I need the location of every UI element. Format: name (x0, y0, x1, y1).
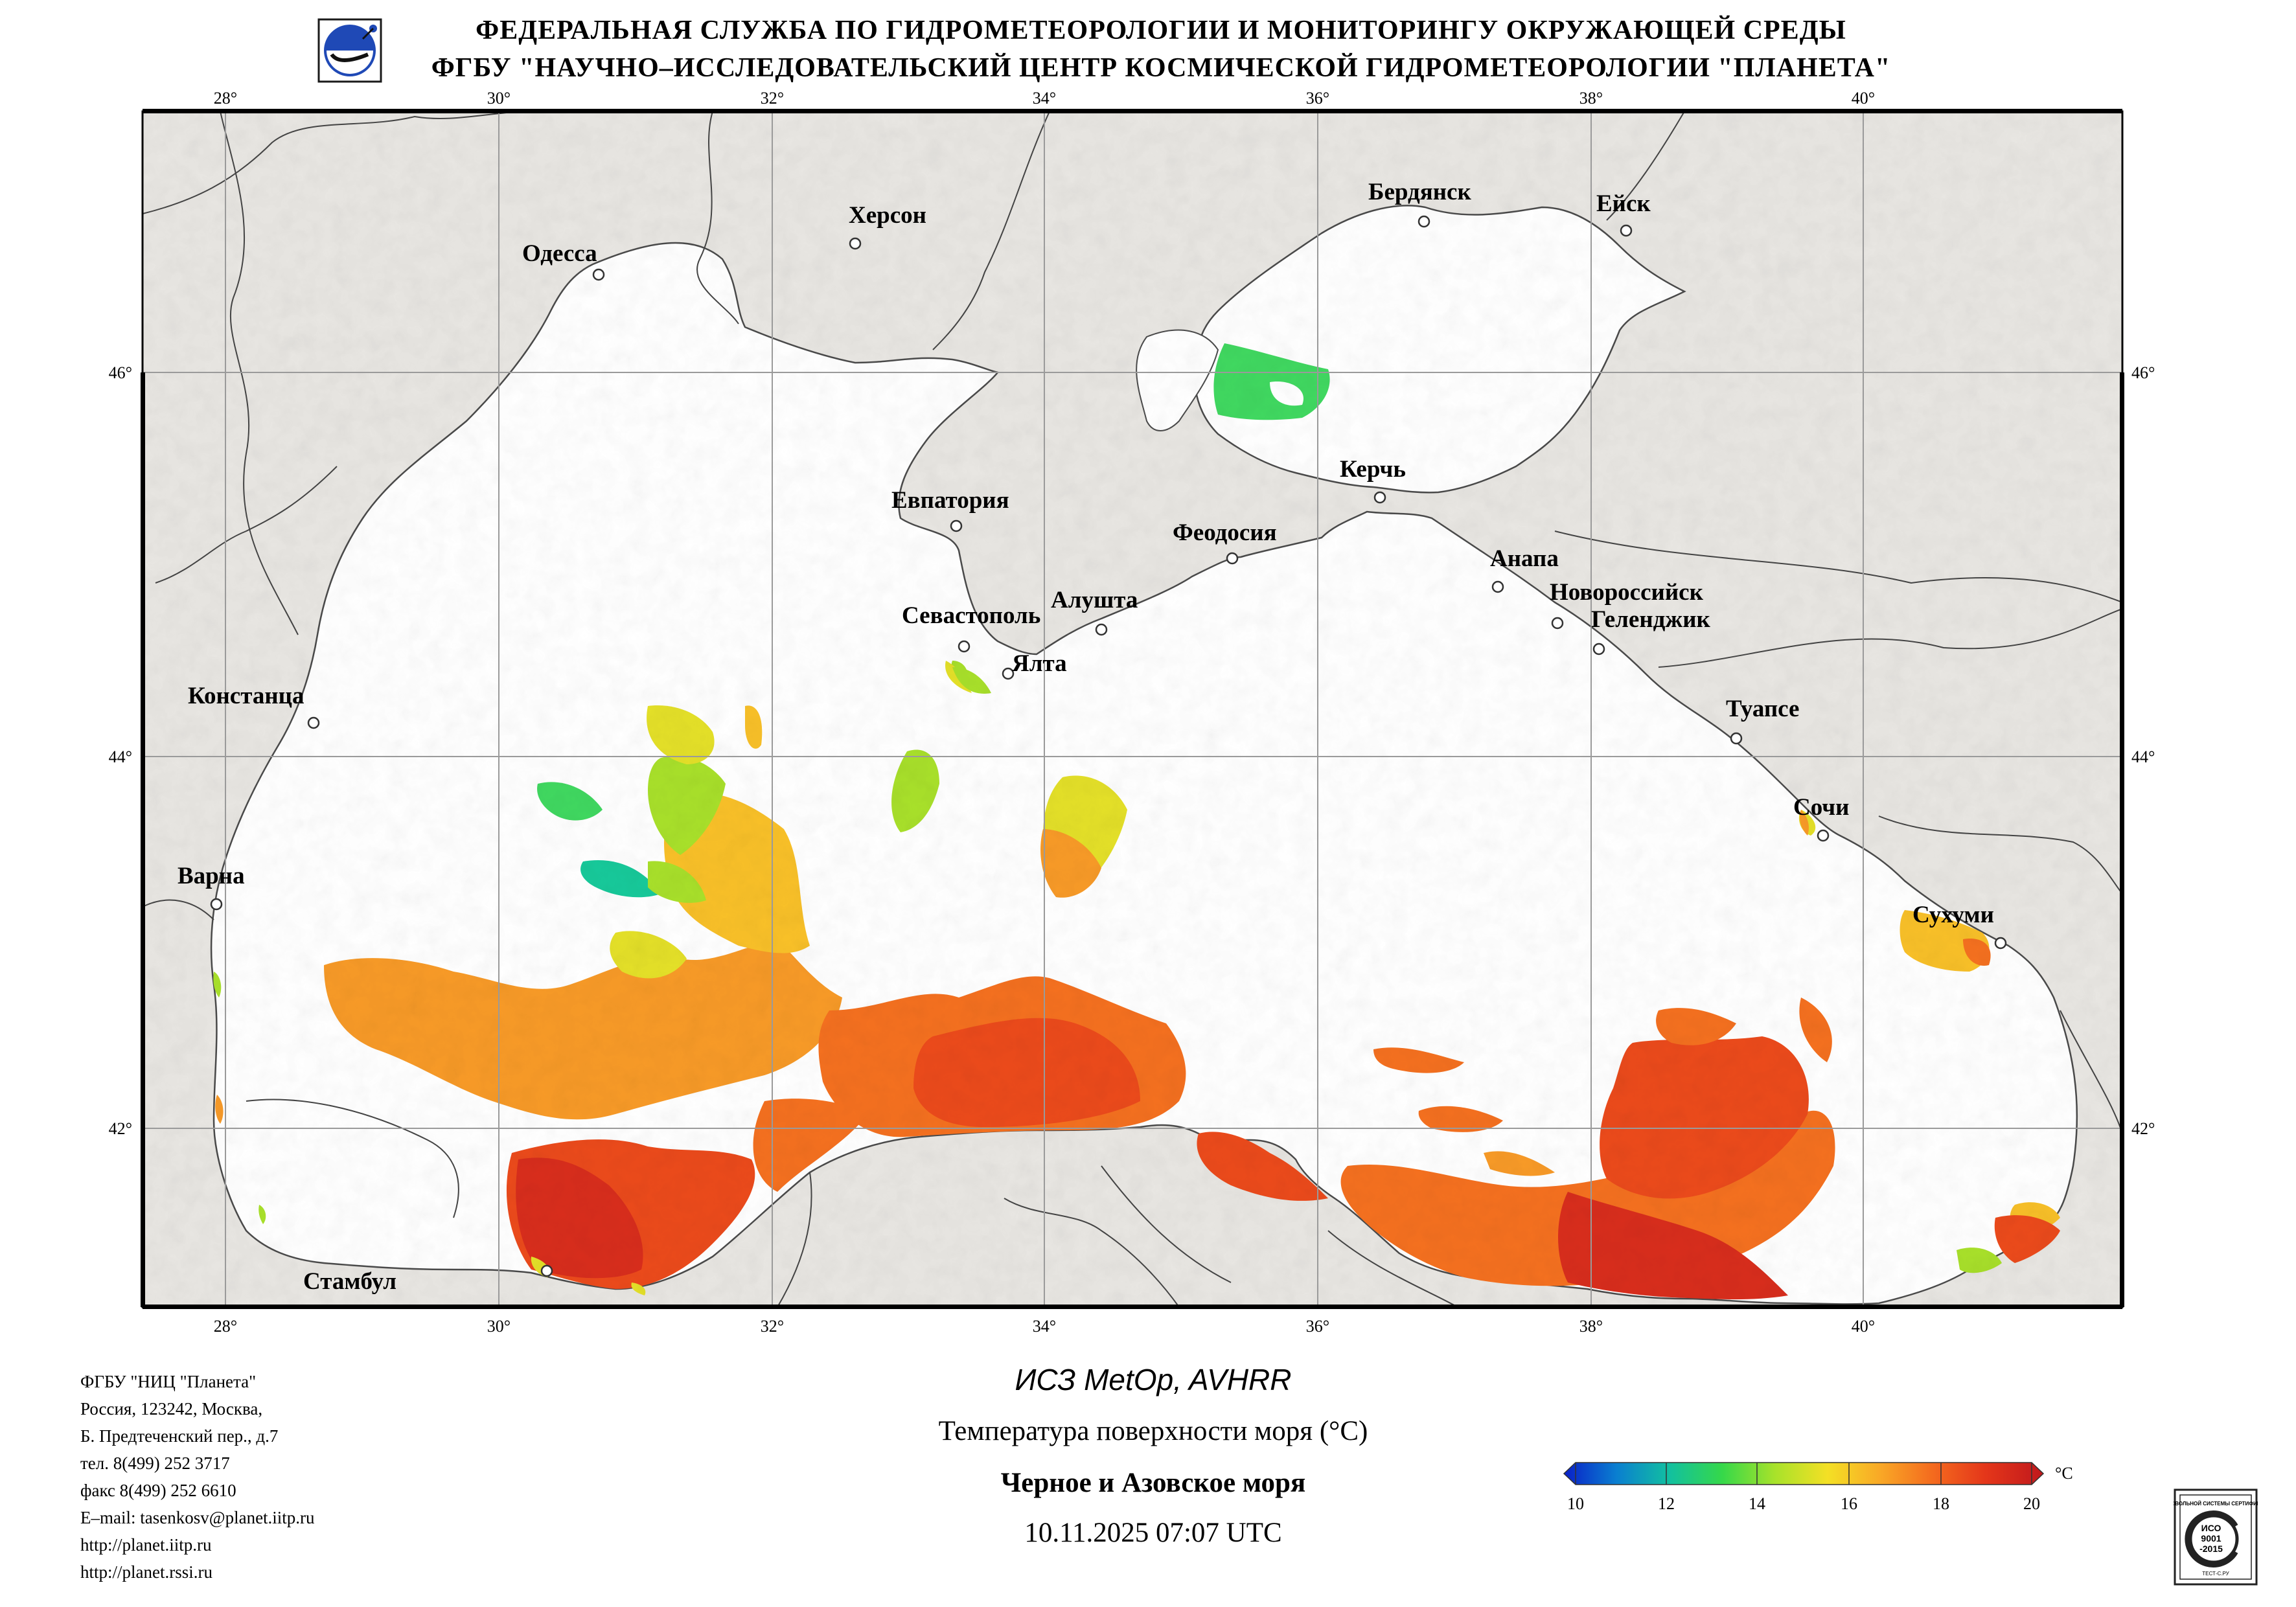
lon-label: 34° (1033, 89, 1056, 108)
city-label-sukhumi: Сухуми (1912, 902, 1994, 928)
city-label-varna: Варна (178, 863, 245, 889)
colorbar-tick: 16 (1841, 1494, 1857, 1513)
cert-bottom-text: ТЕСТ-С.РУ (2202, 1571, 2229, 1577)
city-label-tuapse: Туапсе (1726, 696, 1799, 722)
colorbar: 10 12 14 16 18 20 °C (1563, 1462, 2073, 1513)
map-frame-thick (141, 109, 2124, 1309)
header: ФЕДЕРАЛЬНАЯ СЛУЖБА ПО ГИДРОМЕТЕОРОЛОГИИ … (0, 12, 2296, 87)
sst-texture (143, 111, 2122, 1307)
city-label-yalta: Ялта (1012, 650, 1067, 677)
lon-label: 30° (487, 89, 511, 108)
lat-label: 42° (2131, 1119, 2155, 1138)
latitude-labels: 46° 44° 42° 46° 44° 42° (109, 363, 2155, 1138)
city-label-odessa: Одесса (522, 240, 597, 267)
contact-line: Б. Предтеченский пер., д.7 (80, 1426, 279, 1446)
region-label: Черное и Азовское моря (1000, 1468, 1306, 1498)
contact-line: тел. 8(499) 252 3717 (80, 1453, 230, 1473)
lat-label: 44° (109, 747, 132, 766)
colorbar-tick: 10 (1567, 1494, 1584, 1513)
lon-label: 36° (1306, 1317, 1329, 1336)
city-label-feodosia: Феодосия (1173, 519, 1277, 546)
contact-line: факс 8(499) 252 6610 (80, 1481, 236, 1500)
cert-text: ИСО (2201, 1523, 2221, 1533)
city-label-gelendzhik: Геленджик (1591, 606, 1711, 633)
header-title-line1: ФЕДЕРАЛЬНАЯ СЛУЖБА ПО ГИДРОМЕТЕОРОЛОГИИ … (476, 16, 1846, 45)
cert-text: 9001 (2201, 1533, 2221, 1544)
lon-label: 36° (1306, 89, 1329, 108)
cert-text: -2015 (2199, 1544, 2223, 1554)
city-label-alushta: Алушта (1051, 587, 1138, 613)
city-label-sevastopol: Севастополь (902, 602, 1040, 629)
lat-label: 44° (2131, 747, 2155, 766)
colorbar-scale (1563, 1462, 2045, 1485)
city-label-istanbul: Стамбул (303, 1268, 396, 1295)
city-labels: Одесса Херсон Бердянск Ейск Евпатория Фе… (178, 179, 1994, 1295)
contact-line: ФГБУ "НИЦ "Планета" (80, 1372, 257, 1391)
lat-label: 42° (109, 1119, 132, 1138)
city-label-anapa: Анапа (1490, 545, 1559, 572)
city-label-berdyansk: Бердянск (1368, 179, 1471, 205)
lon-label: 32° (761, 89, 784, 108)
lon-label: 38° (1579, 1317, 1603, 1336)
satellite-label: ИСЗ MetOp, AVHRR (1015, 1363, 1292, 1396)
iso-certificate-icon: ДОБРОВОЛЬНОЙ СИСТЕМЫ СЕРТИФИКАЦИИ ИСО 90… (2174, 1488, 2258, 1586)
colorbar-tick: 20 (2023, 1494, 2040, 1513)
lat-label: 46° (2131, 363, 2155, 382)
longitude-labels-bottom: 28° 30° 32° 34° 36° 38° 40° (214, 1317, 1875, 1336)
graticule (143, 111, 2122, 1307)
contact-url[interactable]: http://planet.iitp.ru (80, 1535, 212, 1555)
datetime-label: 10.11.2025 07:07 UTC (1024, 1518, 1282, 1548)
parameter-label: Температура поверхности моря (°C) (938, 1416, 1368, 1446)
lon-label: 28° (214, 89, 237, 108)
sst-field (143, 111, 2122, 1307)
header-title-line2: ФГБУ "НАУЧНО–ИССЛЕДОВАТЕЛЬСКИЙ ЦЕНТР КОС… (431, 53, 1891, 83)
lon-label: 32° (761, 1317, 784, 1336)
colorbar-tick: 12 (1658, 1494, 1675, 1513)
lon-label: 28° (214, 1317, 237, 1336)
contact-block: ФГБУ "НИЦ "Планета" Россия, 123242, Моск… (80, 1368, 534, 1586)
city-label-kerch: Керчь (1340, 456, 1406, 483)
lon-label: 30° (487, 1317, 511, 1336)
product-info: ИСЗ MetOp, AVHRR Температура поверхности… (713, 1357, 1594, 1560)
lon-label: 40° (1852, 89, 1875, 108)
city-label-yeysk: Ейск (1596, 190, 1651, 217)
colorbar-tick: 14 (1749, 1494, 1765, 1513)
contact-url[interactable]: http://planet.rssi.ru (80, 1562, 212, 1582)
city-label-yevpatoria: Евпатория (891, 487, 1009, 514)
lon-label: 40° (1852, 1317, 1875, 1336)
lon-label: 34° (1033, 1317, 1056, 1336)
colorbar-unit: °C (2055, 1464, 2073, 1483)
city-label-sochi: Сочи (1793, 794, 1849, 821)
contact-line: Россия, 123242, Москва, (80, 1399, 263, 1419)
longitude-labels-top: 28° 30° 32° 34° 36° 38° 40° (214, 89, 1875, 108)
lon-label: 38° (1579, 89, 1603, 108)
city-markers (210, 215, 2007, 1277)
city-label-kherson: Херсон (849, 202, 926, 229)
lat-label: 46° (109, 363, 132, 382)
city-label-novorossiysk: Новороссийск (1550, 579, 1704, 606)
colorbar-tick: 18 (1933, 1494, 1949, 1513)
city-label-constanta: Констанца (188, 683, 304, 709)
contact-email: E–mail: tasenkosv@planet.iitp.ru (80, 1508, 315, 1527)
planeta-logo-icon (317, 18, 382, 83)
cert-top-text: ДОБРОВОЛЬНОЙ СИСТЕМЫ СЕРТИФИКАЦИИ (2174, 1501, 2258, 1507)
